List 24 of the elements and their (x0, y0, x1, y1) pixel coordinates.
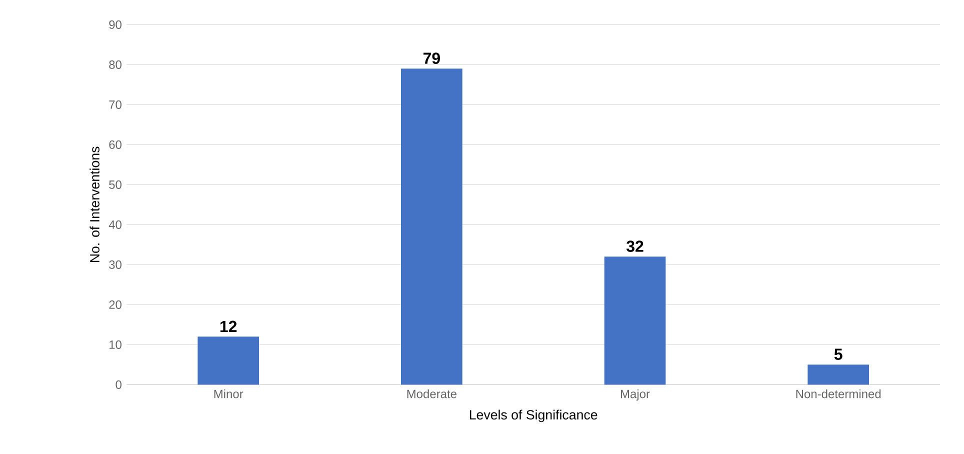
bar (604, 256, 666, 385)
bar (401, 68, 462, 385)
data-label: 12 (220, 320, 237, 332)
y-tick-label: 10 (110, 340, 122, 349)
y-axis-title: No. of Interventions (90, 146, 100, 262)
y-tick-label: 80 (109, 60, 122, 69)
y-tick-label: 0 (116, 380, 122, 389)
x-tick-label: Minor (214, 389, 244, 398)
bar (198, 336, 260, 385)
y-tick-label: 50 (109, 180, 122, 189)
data-label: 79 (423, 52, 440, 64)
x-tick-label: Non-determined (796, 389, 881, 398)
y-tick-label: 20 (109, 300, 122, 309)
bar (808, 364, 870, 385)
x-axis-title: Levels of Significance (470, 410, 598, 422)
x-tick-label: Moderate (407, 389, 456, 398)
y-tick-label: 90 (109, 20, 122, 29)
y-tick-label: 70 (109, 100, 122, 109)
data-label: 5 (834, 348, 842, 360)
data-label: 32 (626, 240, 644, 252)
y-tick-label: 30 (109, 260, 122, 269)
x-tick-label: Major (620, 389, 650, 401)
y-tick-label: 60 (109, 140, 122, 149)
y-tick-label: 40 (108, 220, 122, 229)
